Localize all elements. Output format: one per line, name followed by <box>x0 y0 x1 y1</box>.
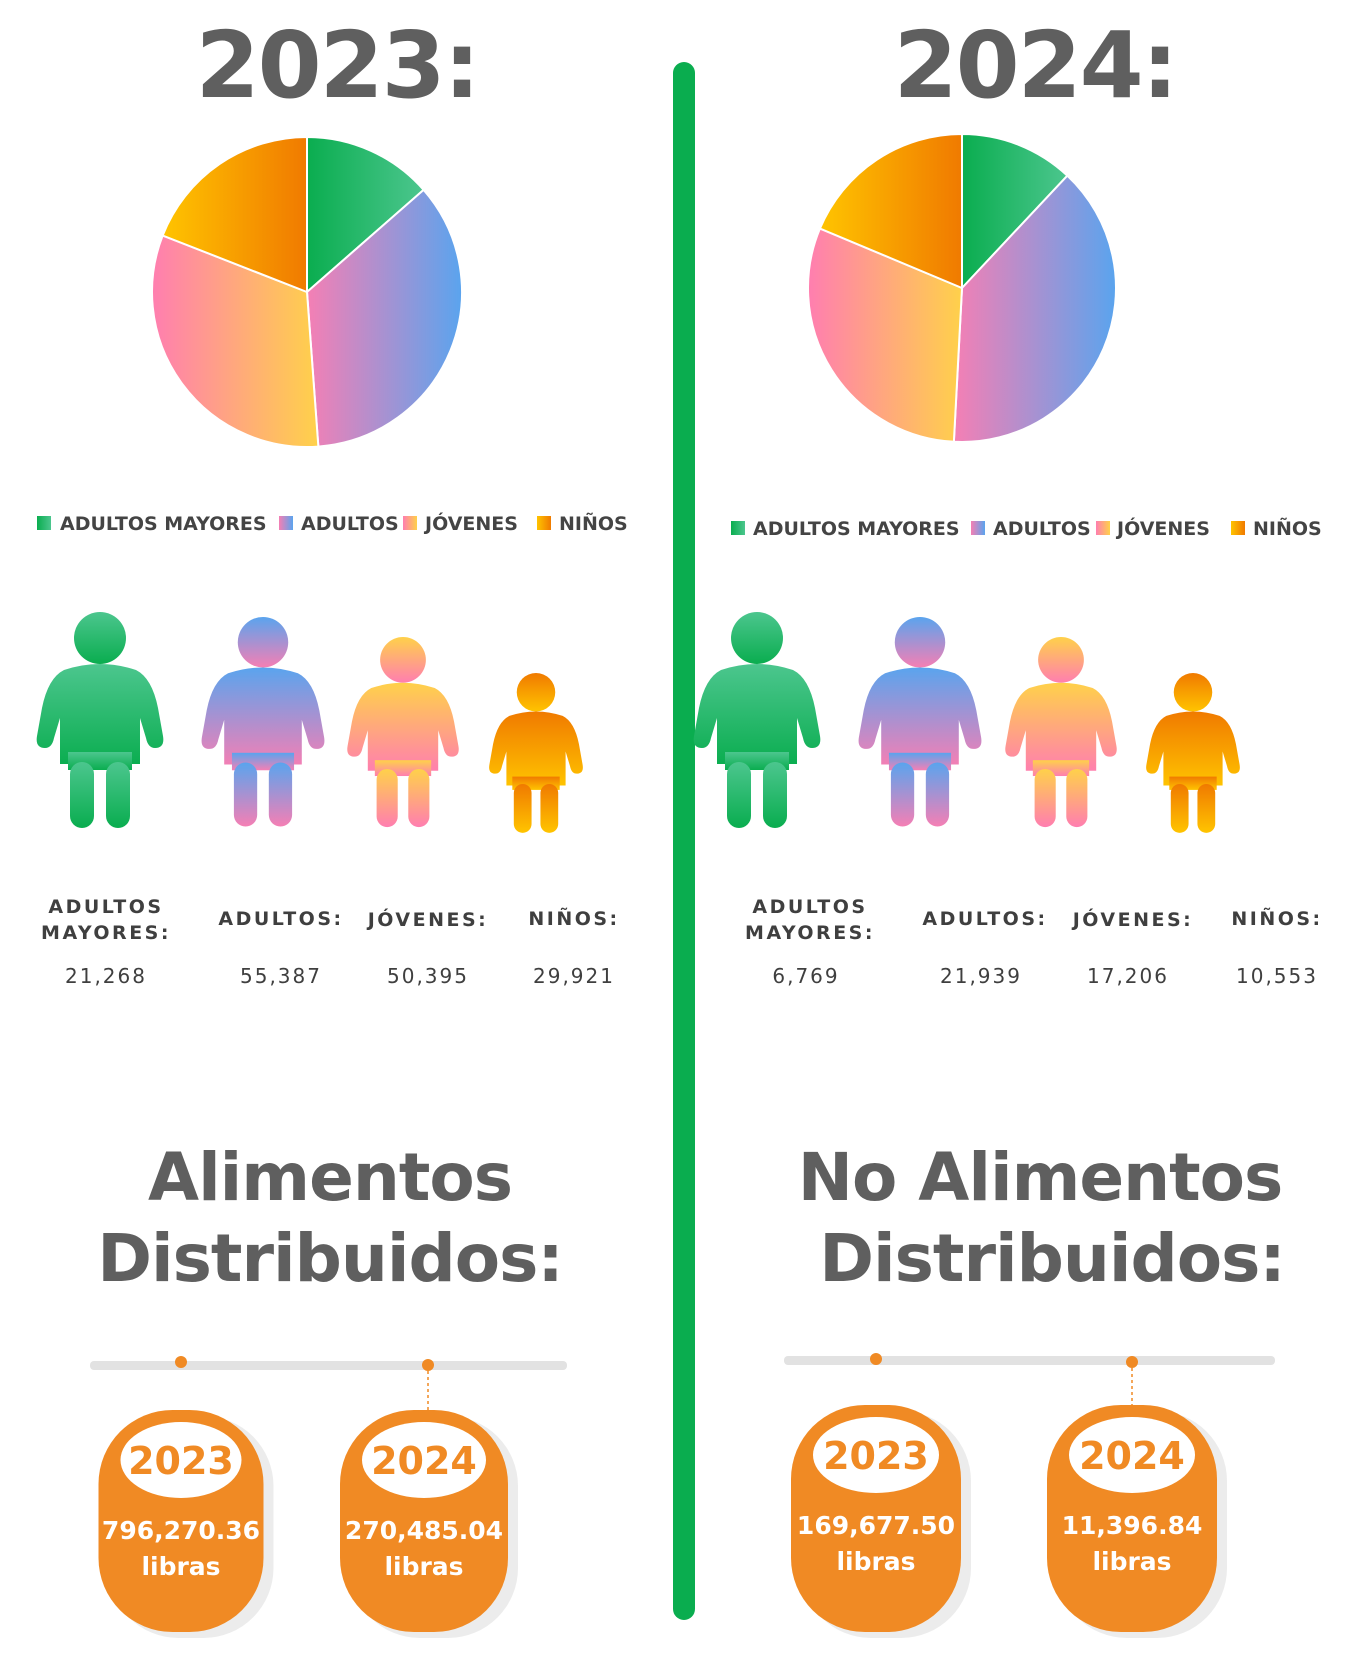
person-label-adultos: ADULTOS: <box>922 908 1047 930</box>
person-value-adultos-mayores: 21,268 <box>65 964 147 988</box>
person-icon <box>347 637 459 828</box>
drum-amount: 270,485.04 <box>345 1516 503 1545</box>
timeline-track <box>90 1361 567 1370</box>
legend-swatch-adultos <box>971 521 985 535</box>
person-label-adultos-mayores-line2: MAYORES: <box>745 922 875 944</box>
legend-swatch-adultos <box>279 516 293 530</box>
drum-year-label: 2023 <box>823 1434 929 1478</box>
legend-swatch-ninos <box>1231 521 1245 535</box>
person-label-adultos-mayores: ADULTOS <box>48 896 163 918</box>
drum-amount: 11,396.84 <box>1062 1511 1203 1540</box>
person-label-jovenes: JÓVENES: <box>366 907 489 931</box>
person-icon <box>201 617 325 827</box>
legend-label-ninos: NIÑOS <box>559 511 628 535</box>
person-label-adultos-mayores-line2: MAYORES: <box>41 922 171 944</box>
person-label-adultos: ADULTOS: <box>218 908 343 930</box>
timeline-dot <box>175 1356 187 1368</box>
person-figures <box>36 612 1240 833</box>
person-value-ninos: 10,553 <box>1236 964 1318 988</box>
pie-slice-adultos-mayores <box>961 132 1069 291</box>
section-title-no-alimentos: No Alimentos <box>798 1139 1283 1216</box>
person-icon <box>693 612 821 828</box>
person-label-ninos: NIÑOS: <box>1231 906 1322 930</box>
person-icon <box>1005 637 1117 828</box>
legend-swatch-adultos-mayores <box>731 521 745 535</box>
timeline-no-alimentos <box>784 1353 1275 1406</box>
center-divider <box>673 62 695 1620</box>
timeline-dot <box>1126 1356 1138 1368</box>
person-labels-2024: ADULTOS MAYORES: ADULTOS: JÓVENES: NIÑOS… <box>745 896 1322 988</box>
pie-slice-ninos <box>161 135 308 294</box>
drum-amount: 169,677.50 <box>797 1511 955 1540</box>
timeline-dot <box>870 1353 882 1365</box>
person-label-jovenes: JÓVENES: <box>1071 907 1194 931</box>
panel-title-2024: 2024: <box>894 12 1177 119</box>
person-value-ninos: 29,921 <box>533 964 615 988</box>
person-icon <box>858 617 982 827</box>
drum-top <box>1069 1417 1195 1493</box>
drum-alimentos-2024: 2024 270,485.04 libras <box>340 1410 518 1638</box>
pie-slice-adultos <box>952 174 1117 443</box>
drum-year-label: 2024 <box>371 1439 477 1483</box>
person-icon <box>489 673 583 833</box>
person-label-adultos-mayores: ADULTOS <box>752 896 867 918</box>
drum-unit: libras <box>836 1547 915 1576</box>
section-title-alimentos: Alimentos <box>148 1139 512 1216</box>
drum-alimentos-2023: 2023 796,270.36 libras <box>98 1410 274 1638</box>
drum-unit: libras <box>141 1552 220 1581</box>
person-labels-2023: ADULTOS MAYORES: ADULTOS: JÓVENES: NIÑOS… <box>41 896 619 988</box>
legend-label-adultos: ADULTOS <box>301 513 399 535</box>
drum-no-alimentos-2023: 2023 169,677.50 libras <box>791 1405 971 1638</box>
legend-label-adultos: ADULTOS <box>993 518 1091 540</box>
legend-label-jovenes: JÓVENES <box>423 511 518 535</box>
section-title-no-alimentos-line2: Distribuidos: <box>819 1220 1285 1297</box>
timeline-alimentos <box>90 1356 567 1410</box>
drum-year-label: 2024 <box>1079 1434 1185 1478</box>
person-icon <box>1146 673 1240 833</box>
legend-label-adultos-mayores: ADULTOS MAYORES <box>60 513 267 535</box>
person-value-adultos-mayores: 6,769 <box>772 964 839 988</box>
drum-top <box>362 1422 486 1498</box>
drum-top <box>120 1422 242 1498</box>
drum-top <box>813 1417 939 1493</box>
panel-title-2023: 2023: <box>196 12 479 119</box>
legend-label-adultos-mayores: ADULTOS MAYORES <box>753 518 960 540</box>
legend-label-jovenes: JÓVENES <box>1115 516 1210 540</box>
drum-amount: 796,270.36 <box>102 1516 260 1545</box>
pie-slice-jovenes <box>151 234 320 448</box>
person-value-jovenes: 17,206 <box>1087 964 1169 988</box>
timeline-dot <box>422 1359 434 1371</box>
pie-slice-adultos <box>305 188 463 448</box>
pie-legend-2023: ADULTOS MAYORES ADULTOS JÓVENES NIÑOS <box>37 511 628 535</box>
person-value-jovenes: 50,395 <box>387 964 469 988</box>
legend-swatch-adultos-mayores <box>37 516 51 530</box>
person-value-adultos: 55,387 <box>240 964 322 988</box>
drum-no-alimentos-2024: 2024 11,396.84 libras <box>1047 1405 1227 1638</box>
drum-unit: libras <box>1092 1547 1171 1576</box>
pie-slice-adultos-mayores <box>306 135 425 295</box>
pie-chart-2023 <box>151 135 463 448</box>
legend-label-ninos: NIÑOS <box>1253 516 1322 540</box>
legend-swatch-jovenes <box>1096 521 1110 535</box>
timeline-track <box>784 1356 1275 1365</box>
section-title-alimentos-line2: Distribuidos: <box>97 1220 563 1297</box>
person-value-adultos: 21,939 <box>940 964 1022 988</box>
person-label-ninos: NIÑOS: <box>528 906 619 930</box>
legend-swatch-jovenes <box>403 516 417 530</box>
legend-swatch-ninos <box>537 516 551 530</box>
drum-year-label: 2023 <box>128 1439 234 1483</box>
pie-slice-ninos <box>818 132 963 290</box>
pie-legend-2024: ADULTOS MAYORES ADULTOS JÓVENES NIÑOS <box>731 516 1322 540</box>
pie-slice-jovenes <box>806 227 964 443</box>
drum-unit: libras <box>384 1552 463 1581</box>
person-icon <box>36 612 164 828</box>
pie-chart-2024 <box>806 132 1117 443</box>
